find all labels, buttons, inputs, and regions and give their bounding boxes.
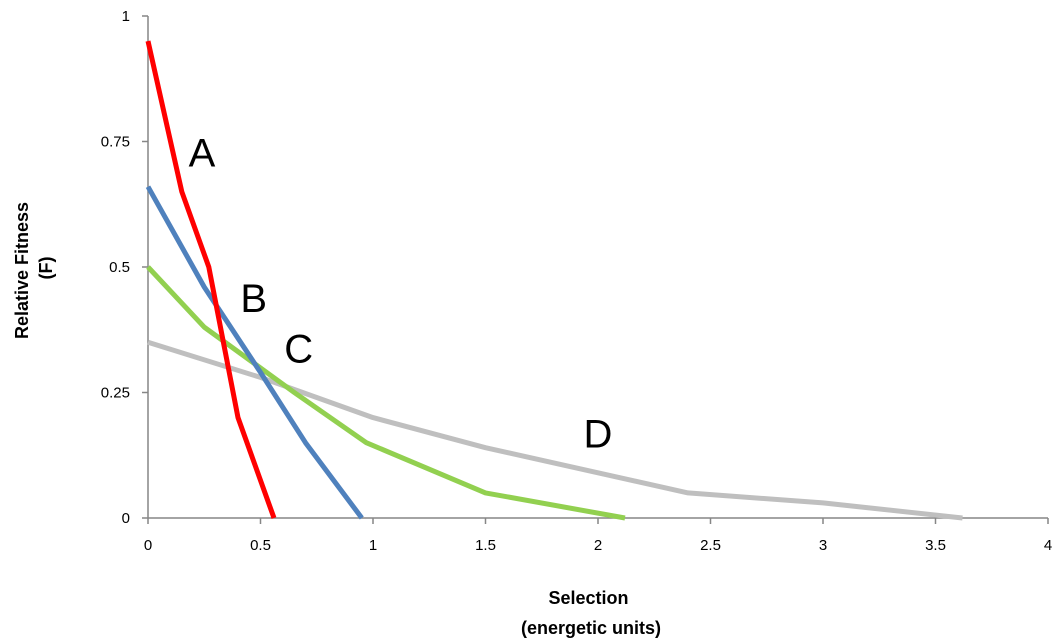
- x-axis-title-line-1: Selection: [548, 588, 628, 608]
- x-tick-label: 1: [369, 537, 377, 554]
- curve-label-c: C: [284, 327, 313, 371]
- x-tick-label: 1.5: [475, 537, 496, 554]
- curve-labels: A BC D: [189, 132, 613, 457]
- y-tick-label: 0: [122, 510, 130, 527]
- curve-label-a: A: [189, 132, 216, 176]
- curve-label-b: B: [240, 277, 267, 321]
- series-line-b: [145, 185, 364, 520]
- series-line-a: [145, 40, 277, 519]
- x-tick-label: 3.5: [925, 537, 946, 554]
- x-tick-label: 2.5: [700, 537, 721, 554]
- x-tick-label: 4: [1044, 537, 1052, 554]
- x-tick-label: 0: [144, 537, 152, 554]
- series-line-d: [147, 339, 963, 521]
- x-tick-label: 0.5: [250, 537, 271, 554]
- y-axis-title-line-1: Relative Fitness: [12, 202, 32, 339]
- y-tick-label: 0.75: [101, 134, 130, 151]
- y-tick-labels: 0 0.25 0.5 0.75 1: [101, 8, 130, 527]
- y-tick-label: 0.5: [109, 259, 130, 276]
- x-tick-label: 3: [819, 537, 827, 554]
- curve-label-d: D: [584, 413, 613, 457]
- y-axis-title: Relative Fitness (F): [12, 197, 56, 339]
- x-axis-title: Selection (energetic units): [521, 588, 661, 638]
- x-tick-labels: 0 0.5 1 1.5 2 2.5 3 3.5 4: [144, 537, 1052, 554]
- series-line-c: [146, 265, 626, 521]
- series-layer: [145, 40, 963, 521]
- x-axis-title-line-2: (energetic units): [521, 618, 661, 638]
- y-tick-label: 1: [122, 8, 130, 25]
- x-tick-label: 2: [594, 537, 602, 554]
- y-axis-title-line-2: (F): [36, 257, 56, 280]
- y-tick-label: 0.25: [101, 385, 130, 402]
